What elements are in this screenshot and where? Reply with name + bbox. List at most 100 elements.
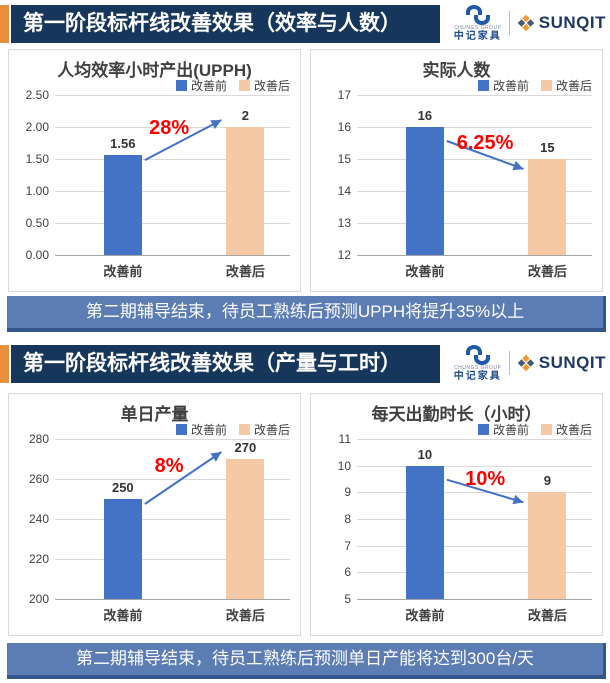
logo-divider bbox=[508, 11, 510, 35]
gridline bbox=[55, 559, 290, 560]
bar-value-label: 1.56 bbox=[110, 136, 136, 152]
chart-legend: 改善前 改善后 bbox=[319, 421, 594, 437]
y-tick-label: 280 bbox=[28, 432, 49, 446]
gridline bbox=[357, 545, 592, 547]
plot-area: 5 6 7 8 9 10 11 10 改善前 9 改善后 10% bbox=[319, 432, 594, 625]
y-tick-label: 2.00 bbox=[25, 120, 49, 134]
chart-title: 实际人数 bbox=[422, 61, 491, 80]
bar-value-label: 15 bbox=[540, 140, 555, 155]
chart-legend: 改善前 改善后 bbox=[17, 421, 292, 437]
chart-legend: 改善前 改善后 bbox=[319, 77, 594, 93]
gridline bbox=[55, 95, 290, 96]
change-percent-label: 8% bbox=[154, 455, 184, 477]
chungs-logo-icon bbox=[465, 344, 490, 365]
gridline bbox=[55, 599, 290, 600]
section1-header-row: 第一阶段标杆线改善效果（效率与人数） bbox=[0, 5, 440, 43]
legend-label-after: 改善后 bbox=[555, 78, 592, 93]
y-tick-label: 15 bbox=[337, 152, 351, 166]
gridline bbox=[357, 599, 592, 600]
y-tick-label: 11 bbox=[338, 432, 351, 446]
y-tick-label: 2.50 bbox=[25, 88, 49, 102]
chungs-group-text: CHUNGS GROUP bbox=[454, 364, 502, 371]
bar-before bbox=[103, 155, 142, 255]
x-category-label: 改善后 bbox=[225, 608, 265, 623]
legend-label-after: 改善后 bbox=[555, 422, 592, 437]
bar-before bbox=[405, 127, 444, 255]
y-tick-label: 260 bbox=[28, 472, 49, 486]
chart-title: 单日产量 bbox=[120, 405, 189, 424]
legend-label-before: 改善前 bbox=[492, 422, 529, 437]
legend-label-after: 改善后 bbox=[253, 78, 290, 93]
legend-item-before: 改善前 bbox=[175, 421, 227, 438]
sunqit-text: SUNQIT bbox=[538, 13, 606, 32]
header-accent-bar bbox=[0, 5, 9, 43]
chungs-logo: CHUNGS GROUP 中记家具 bbox=[453, 344, 502, 382]
sunqit-logo: SUNQIT bbox=[516, 13, 606, 33]
legend-item-before: 改善前 bbox=[477, 421, 529, 438]
logo-block-top: CHUNGS GROUP 中记家具 SUNQIT bbox=[454, 2, 606, 44]
bar-value-label: 16 bbox=[417, 108, 433, 123]
bar-after bbox=[528, 492, 567, 599]
y-tick-label: 1.50 bbox=[25, 152, 49, 166]
gridline bbox=[55, 255, 290, 256]
y-tick-label: 7 bbox=[344, 538, 351, 553]
sunqit-text: SUNQIT bbox=[538, 353, 606, 372]
y-tick-label: 6 bbox=[344, 565, 351, 580]
gridline bbox=[357, 519, 592, 520]
y-tick-label: 10 bbox=[337, 458, 351, 473]
gridline bbox=[357, 465, 592, 467]
chart-legend: 改善前 改善后 bbox=[17, 77, 292, 93]
chart-panel-daily-output: 单日产量 改善前 改善后 200 220 240 260 280 250 改善前 270 改善后… bbox=[8, 393, 301, 636]
change-percent-label: 28% bbox=[149, 117, 190, 140]
plot-area: 0.00 0.50 1.00 1.50 2.00 2.50 1.56 改善前 2 改善后 28% bbox=[17, 88, 292, 281]
y-tick-label: 17 bbox=[337, 88, 351, 102]
legend-swatch-after bbox=[238, 423, 250, 435]
y-tick-label: 240 bbox=[28, 512, 49, 526]
legend-label-before: 改善前 bbox=[190, 78, 227, 93]
bar-after bbox=[226, 459, 265, 599]
logo-block-bottom: CHUNGS GROUP 中记家具 SUNQIT bbox=[454, 342, 606, 384]
legend-item-after: 改善后 bbox=[238, 77, 290, 94]
legend-label-after: 改善后 bbox=[253, 422, 290, 437]
gridline bbox=[55, 519, 290, 520]
gridline bbox=[357, 191, 592, 192]
logo-divider bbox=[508, 351, 510, 375]
legend-swatch-after bbox=[540, 423, 552, 435]
legend-swatch-before bbox=[175, 79, 187, 91]
chungs-logo-icon bbox=[465, 4, 490, 25]
x-category-label: 改善前 bbox=[103, 608, 143, 623]
bar-value-label: 10 bbox=[417, 446, 433, 462]
chungs-logo: CHUNGS GROUP 中记家具 bbox=[454, 4, 502, 42]
x-category-label: 改善后 bbox=[225, 264, 265, 279]
legend-label-before: 改善前 bbox=[492, 78, 529, 93]
sunqit-diamond-icon bbox=[516, 14, 535, 32]
y-tick-label: 0.50 bbox=[25, 216, 49, 230]
change-percent-label: 10% bbox=[465, 468, 506, 490]
gridline bbox=[357, 95, 592, 96]
gridline bbox=[55, 439, 290, 440]
x-category-label: 改善后 bbox=[527, 264, 567, 279]
legend-swatch-before bbox=[477, 79, 489, 91]
gridline bbox=[55, 191, 290, 192]
gridline bbox=[55, 223, 290, 224]
header-accent-bar bbox=[0, 345, 9, 383]
chart-title: 人均效率小时产出(UPPH) bbox=[57, 61, 252, 80]
bar-value-label: 9 bbox=[543, 473, 552, 489]
legend-item-before: 改善前 bbox=[477, 77, 529, 94]
y-tick-label: 220 bbox=[28, 552, 49, 566]
section2-header-row: 第一阶段标杆线改善效果（产量与工时） bbox=[0, 345, 440, 383]
bar-before bbox=[103, 499, 142, 599]
y-tick-label: 14 bbox=[337, 184, 351, 198]
legend-item-after: 改善后 bbox=[540, 77, 592, 94]
bar-before bbox=[405, 465, 444, 599]
y-tick-label: 1.00 bbox=[25, 184, 49, 198]
bar-value-label: 2 bbox=[241, 108, 250, 123]
chungs-name-text: 中记家具 bbox=[453, 370, 502, 382]
y-tick-label: 5 bbox=[344, 592, 351, 606]
y-tick-label: 9 bbox=[344, 485, 351, 500]
y-tick-label: 16 bbox=[337, 120, 351, 134]
legend-item-after: 改善后 bbox=[238, 421, 290, 438]
y-tick-label: 12 bbox=[337, 248, 351, 262]
gridline bbox=[357, 127, 592, 128]
chungs-group-text: CHUNGS GROUP bbox=[454, 24, 502, 31]
